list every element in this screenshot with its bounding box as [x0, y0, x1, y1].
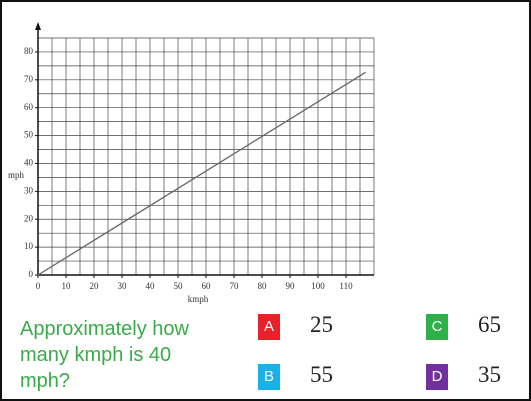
x-tick-label: 10 [62, 281, 72, 291]
x-tick-label: 90 [286, 281, 296, 291]
y-tick-label: 20 [24, 213, 34, 223]
option-letter[interactable]: B [258, 364, 280, 390]
x-tick-label: 40 [146, 281, 156, 291]
x-tick-label: 80 [258, 281, 268, 291]
x-tick-label: 110 [339, 281, 353, 291]
y-tick-label: 30 [24, 185, 34, 195]
y-tick-label: 80 [24, 46, 34, 56]
option-answer[interactable]: 55 [310, 362, 333, 387]
option-answer[interactable]: 35 [478, 362, 501, 387]
y-tick-label: 10 [24, 241, 34, 251]
x-tick-label: 20 [90, 281, 100, 291]
y-tick-label: 50 [24, 130, 34, 140]
y-axis-label: mph [8, 170, 25, 180]
line [37, 71, 366, 276]
y-tick-label: 70 [24, 74, 34, 84]
x-tick-label: 100 [311, 281, 325, 291]
option-answer[interactable]: 65 [478, 312, 501, 337]
y-tick-label: 40 [24, 158, 34, 168]
x-tick-label: 50 [174, 281, 184, 291]
chart: kmph mph 0 10 20 30 40 50 60 70 80 90 100 110 0 10 20 3… [8, 22, 375, 304]
option-letter[interactable]: C [426, 314, 448, 340]
y-tick-label: 60 [24, 102, 34, 112]
option-letter[interactable]: A [258, 314, 280, 340]
question: Approximately how many kmph is 40 mph? [20, 318, 189, 392]
x-tick-label: 60 [202, 281, 212, 291]
x-tick-label: 70 [230, 281, 240, 291]
x-axis-label: kmph [188, 294, 209, 304]
option-letter[interactable]: D [426, 364, 448, 390]
x-tick-label: 30 [118, 281, 128, 291]
y-tick-label: 0 [29, 269, 34, 279]
x-tick-label: 0 [36, 281, 41, 291]
option-answer[interactable]: 25 [310, 312, 333, 337]
